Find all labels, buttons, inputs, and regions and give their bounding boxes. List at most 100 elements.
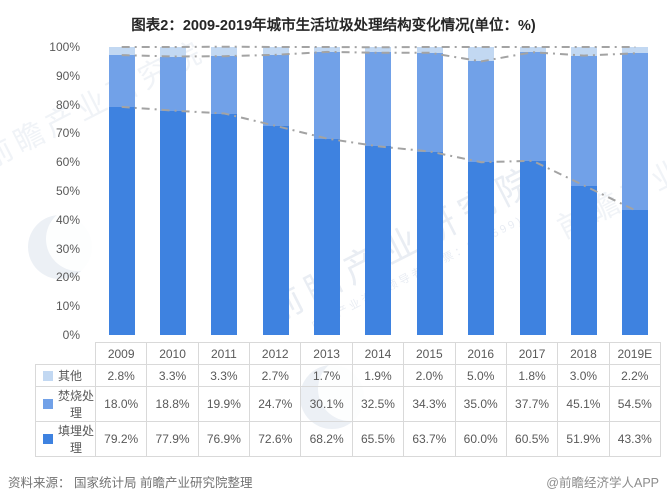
value-cell: 60.5% xyxy=(505,421,559,457)
bar-column-2019E xyxy=(610,47,661,335)
value-cell: 79.2% xyxy=(94,421,148,457)
bar-segment xyxy=(416,151,443,335)
value-cell: 2.8% xyxy=(94,364,148,387)
bar-column-2009 xyxy=(96,47,147,335)
x-category-label: 2016 xyxy=(454,342,507,365)
x-category-label: 2015 xyxy=(403,342,456,365)
table-header-row: 2009 2010 2011 2012 2013 2014 2015 2016 2017 2018… xyxy=(35,342,662,365)
stacked-bar xyxy=(570,47,597,335)
bar-segment xyxy=(160,110,187,335)
legend-swatch-icon xyxy=(43,370,53,381)
bar-segment xyxy=(365,47,392,53)
value-cell: 51.9% xyxy=(557,421,610,457)
stacked-bar xyxy=(211,47,238,335)
x-category-label: 2019E xyxy=(608,342,662,365)
bar-column-2013 xyxy=(301,47,352,335)
source-note: 资料来源： 国家统计局 前瞻产业研究院整理 xyxy=(8,476,253,490)
bar-segment xyxy=(211,56,238,114)
bar-segment xyxy=(468,61,495,163)
trend-line xyxy=(121,50,636,63)
bar-segment xyxy=(622,47,649,54)
legend-swatch-icon xyxy=(43,399,53,409)
value-cell: 45.1% xyxy=(557,386,610,422)
x-category-label: 2018 xyxy=(557,342,610,365)
bar-segment xyxy=(314,47,341,52)
legend-cell: 焚烧处理 xyxy=(35,386,96,422)
app-credit: @前瞻经济学人APP xyxy=(546,476,659,490)
value-cell: 54.5% xyxy=(608,386,662,422)
x-category-label: 2011 xyxy=(197,342,251,365)
y-tick-label: 40% xyxy=(55,212,80,227)
value-cell: 37.7% xyxy=(505,386,559,422)
legend-label: 焚烧处理 xyxy=(58,389,95,420)
value-cell: 34.3% xyxy=(403,386,456,422)
table-row: 其他 2.8% 3.3% 3.3% 2.7% 1.7% 1.9% 2.0% 5.0% 1.8% 3.… xyxy=(35,364,662,387)
bar-column-2012 xyxy=(250,47,301,335)
bar-segment xyxy=(160,47,187,57)
value-cell: 32.5% xyxy=(351,386,405,422)
x-category-label: 2009 xyxy=(94,342,148,365)
bar-segment xyxy=(519,52,546,161)
bar-segment xyxy=(416,52,443,152)
y-tick-label: 60% xyxy=(55,155,80,170)
y-tick-label: 50% xyxy=(55,184,80,198)
bar-segment xyxy=(108,47,135,56)
bar-segment xyxy=(570,185,597,335)
stacked-bar xyxy=(519,47,546,335)
y-tick-label: 0% xyxy=(62,328,80,342)
bar-column-2015 xyxy=(404,47,455,335)
bar-segment xyxy=(211,113,238,335)
bar-segment xyxy=(365,146,392,335)
bar-column-2014 xyxy=(353,47,404,335)
value-cell: 3.3% xyxy=(197,364,251,387)
y-tick-label: 20% xyxy=(55,270,80,285)
y-tick-label: 90% xyxy=(55,68,80,83)
table-row: 填埋处理 79.2% 77.9% 76.9% 72.6% 68.2% 65.5% 63.7% 6… xyxy=(35,421,662,457)
value-cell: 18.0% xyxy=(94,386,148,422)
value-cell: 19.9% xyxy=(197,386,251,422)
bar-segment xyxy=(570,55,597,186)
bar-segment xyxy=(262,125,289,335)
y-tick-label: 80% xyxy=(55,97,80,112)
stacked-bar xyxy=(416,47,443,335)
legend-cell: 其他 xyxy=(35,364,96,387)
bar-column-2016 xyxy=(456,47,507,335)
plot-area xyxy=(96,45,661,335)
bar-segment xyxy=(160,56,187,111)
legend-cell: 填埋处理 xyxy=(35,421,96,457)
value-cell: 30.1% xyxy=(300,386,353,422)
chart-area: 100% 90% 80% 70% 60% 50% 40% 30% 20% 10% 0% xyxy=(0,40,667,342)
stacked-bar xyxy=(314,47,341,335)
stacked-bar xyxy=(262,47,289,335)
value-cell: 35.0% xyxy=(454,386,507,422)
stacked-bar xyxy=(108,47,135,335)
x-category-label: 2013 xyxy=(300,342,353,365)
bar-segment xyxy=(365,52,392,147)
value-cell: 3.3% xyxy=(146,364,199,387)
value-cell: 1.8% xyxy=(505,364,559,387)
value-cell: 2.0% xyxy=(403,364,456,387)
trend-line xyxy=(121,45,636,49)
stacked-bar xyxy=(365,47,392,335)
table-corner-cell xyxy=(35,342,96,365)
bar-segment xyxy=(519,160,546,335)
stacked-bar xyxy=(160,47,187,335)
y-tick-label: 70% xyxy=(55,126,80,141)
value-cell: 1.7% xyxy=(300,364,353,387)
y-tick-label: 10% xyxy=(55,299,80,314)
value-cell: 63.7% xyxy=(403,421,456,457)
value-cell: 18.8% xyxy=(146,386,199,422)
value-cell: 2.7% xyxy=(249,364,302,387)
bar-column-2011 xyxy=(199,47,250,335)
value-cell: 60.0% xyxy=(454,421,507,457)
bar-segment xyxy=(314,138,341,335)
value-cell: 2.2% xyxy=(608,364,662,387)
bar-segment xyxy=(570,47,597,56)
bar-segment xyxy=(519,47,546,53)
bar-segment xyxy=(622,210,649,335)
x-category-label: 2010 xyxy=(146,342,199,365)
value-cell: 77.9% xyxy=(146,421,199,457)
bar-column-2010 xyxy=(147,47,198,335)
bar-segment xyxy=(108,106,135,335)
bars xyxy=(96,47,661,335)
